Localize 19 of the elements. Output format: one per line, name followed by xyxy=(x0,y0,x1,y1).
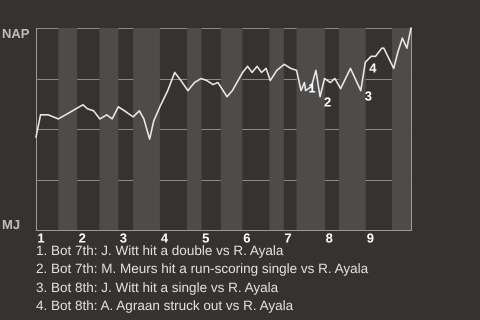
text: NAP xyxy=(2,26,30,41)
x-tick-label: 6 xyxy=(243,230,250,246)
x-tick-label: 7 xyxy=(284,230,292,246)
x-tick-label: 5 xyxy=(202,230,210,246)
text: 1. Bot 7th: J. Witt hit a double vs R. Ayala xyxy=(36,243,284,258)
text: 4. Bot 8th: A. Agraan struck out vs R. Ayala xyxy=(36,296,294,315)
x-tick-label: 2 xyxy=(78,230,86,246)
text: 2. Bot 7th: M. Meurs hit a run-scoring single vs R. Ayala xyxy=(36,260,368,278)
x-tick-label: 9 xyxy=(366,230,374,246)
x-tick-label: 8 xyxy=(326,230,333,246)
annotation: 3 xyxy=(364,88,372,104)
text: 3. Bot 8th: J. Witt hit a single vs R. Ayala xyxy=(36,278,280,297)
x-tick-label: 3 xyxy=(120,230,127,246)
x-tick-label: 1 xyxy=(37,230,45,246)
annotation: 1 xyxy=(308,80,316,96)
text: MJ xyxy=(2,217,20,232)
annotation: 4 xyxy=(369,60,378,76)
annotation: 2 xyxy=(324,94,332,110)
x-tick-label: 4 xyxy=(160,230,169,246)
